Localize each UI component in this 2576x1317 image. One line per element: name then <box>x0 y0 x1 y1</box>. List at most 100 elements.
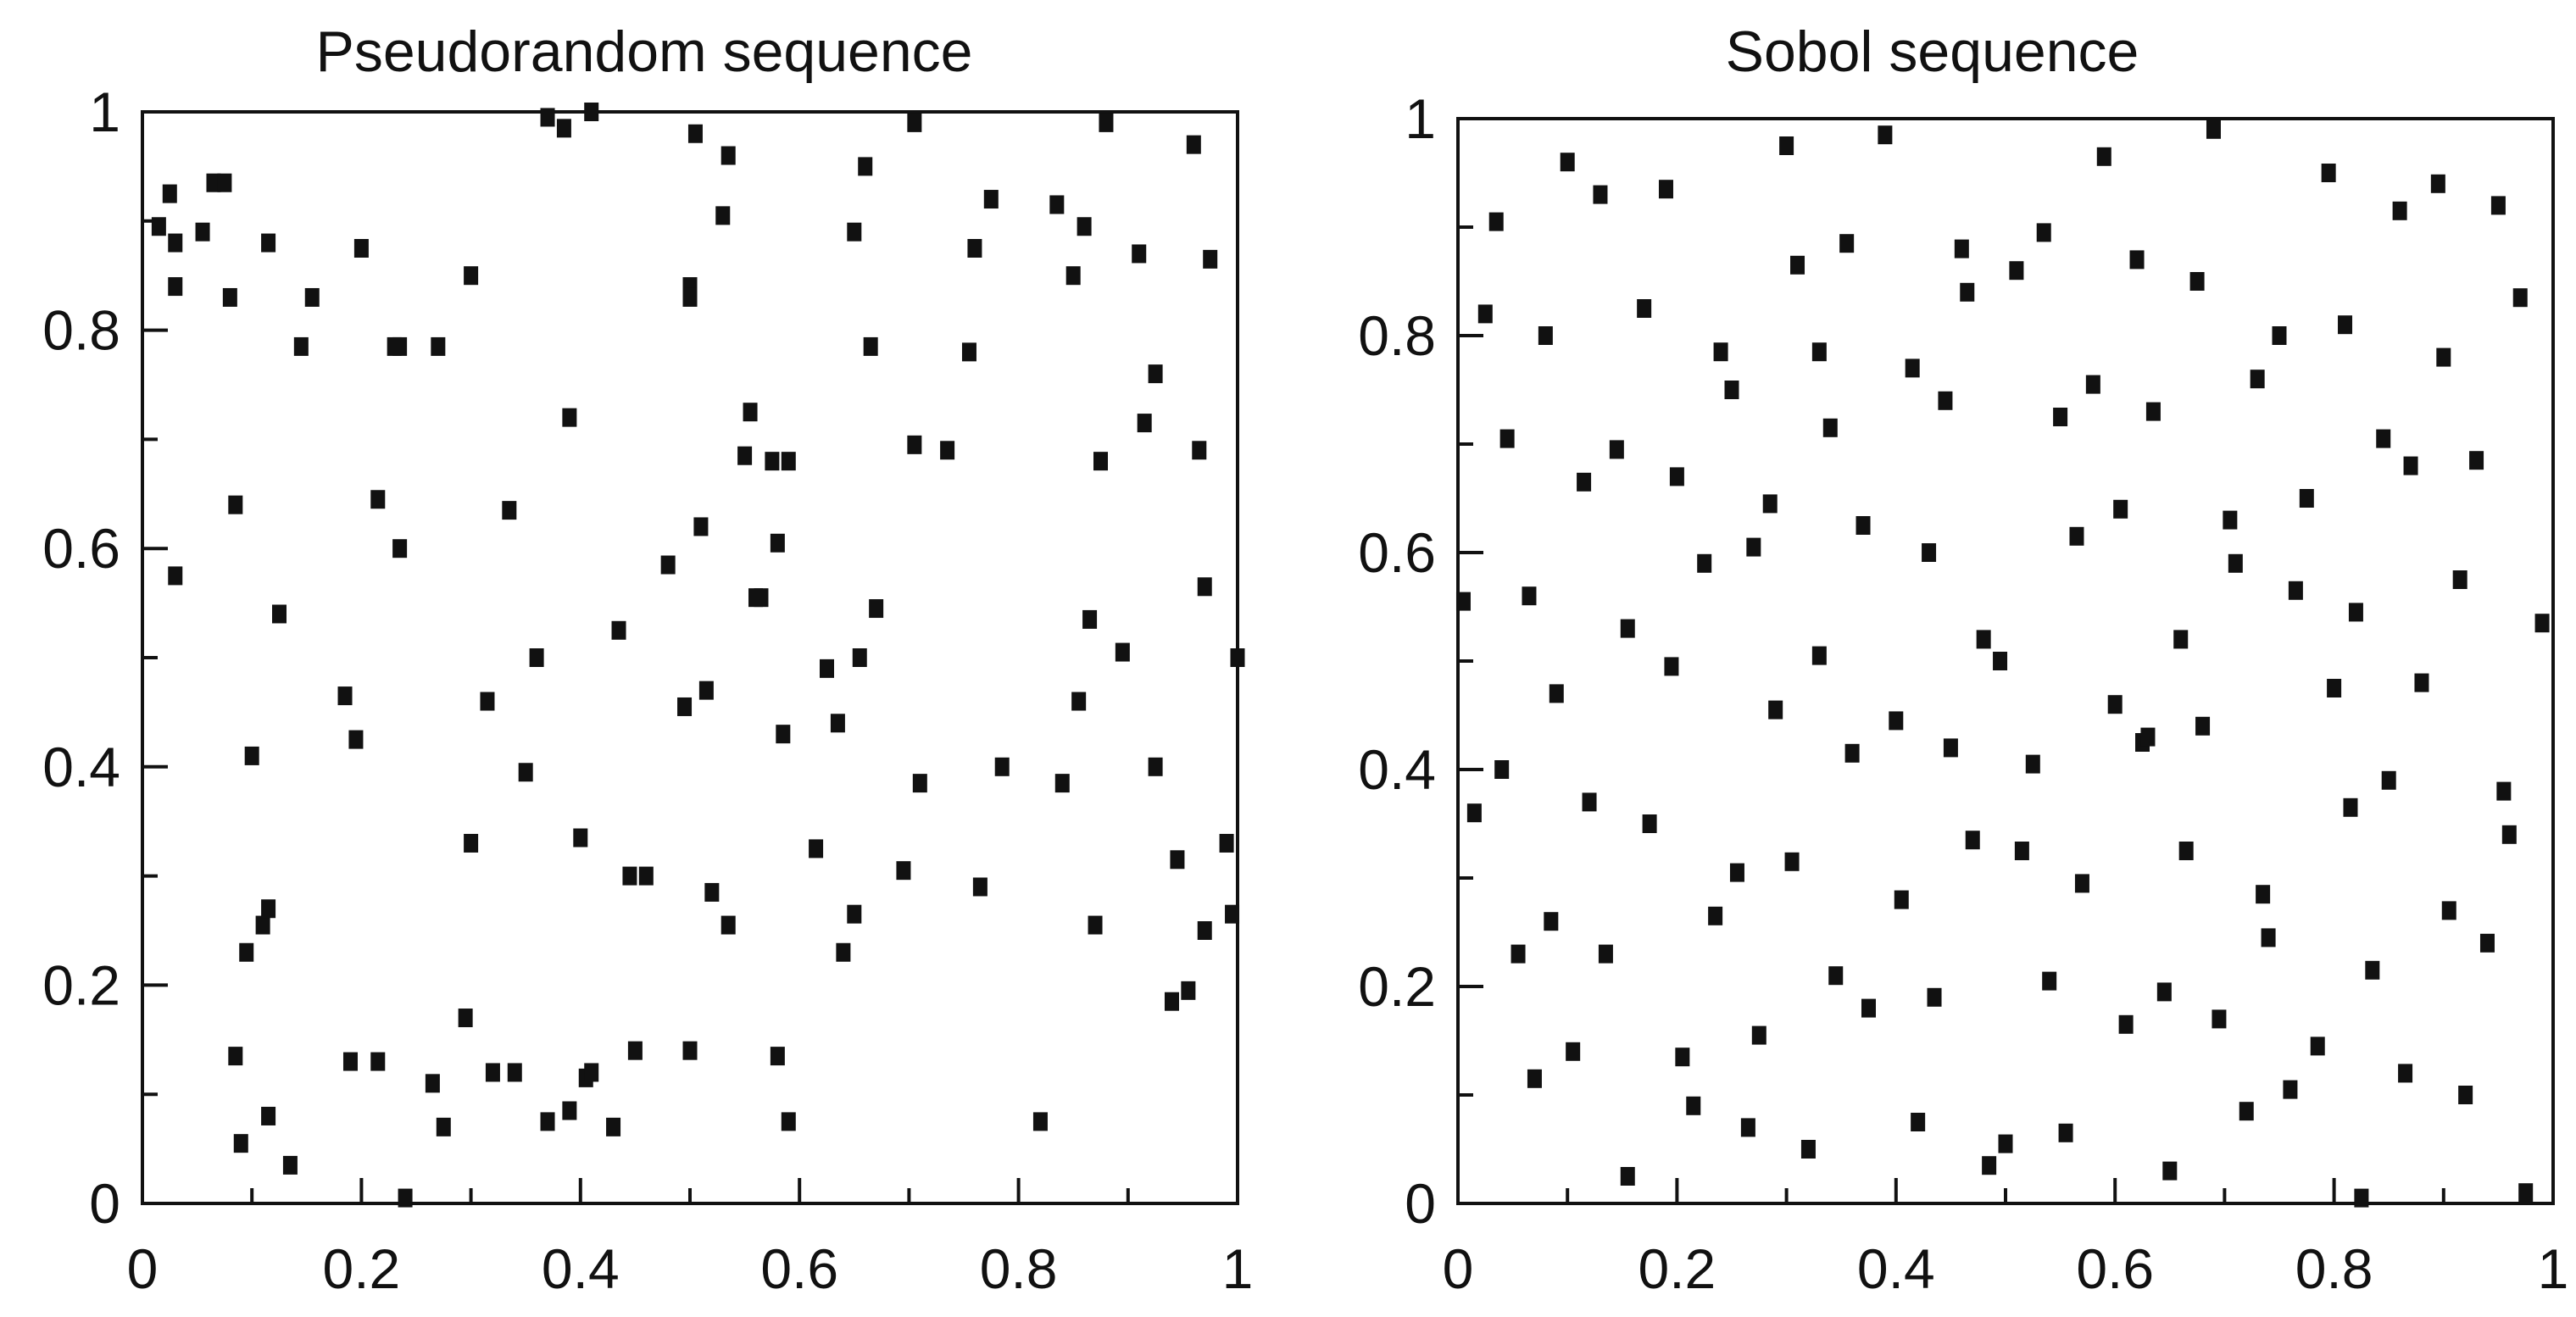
data-point <box>1800 1140 1816 1159</box>
data-point <box>660 555 676 575</box>
data-point <box>1148 364 1163 384</box>
data-point <box>1488 212 1504 231</box>
data-point <box>529 648 544 667</box>
data-point <box>1790 255 1805 275</box>
data-point <box>2140 727 2156 747</box>
chart-title: Sobol sequence <box>1725 19 2139 84</box>
data-point <box>1197 577 1212 597</box>
data-point <box>2256 885 2271 904</box>
data-point <box>1230 648 1245 667</box>
data-point <box>677 697 693 716</box>
data-point <box>611 620 626 640</box>
data-point <box>1965 831 1980 850</box>
data-point <box>507 1063 522 1082</box>
data-point <box>2195 716 2211 736</box>
data-point <box>556 119 571 138</box>
data-point <box>261 899 276 919</box>
data-point <box>168 277 183 297</box>
data-point <box>1855 516 1871 535</box>
data-point <box>2348 603 2363 622</box>
data-point <box>1938 391 1953 410</box>
data-point <box>1839 234 1855 253</box>
data-point <box>2228 553 2243 573</box>
data-point <box>480 692 495 711</box>
data-point <box>1609 440 1624 459</box>
data-point <box>1077 217 1092 236</box>
data-point <box>518 763 533 782</box>
y-tick-label: 0 <box>1405 1172 1436 1235</box>
data-point <box>2512 288 2528 308</box>
data-point <box>1538 326 1553 345</box>
data-point <box>392 539 408 558</box>
data-point <box>1889 711 1904 731</box>
data-point <box>1115 642 1130 662</box>
data-point <box>2145 402 2161 421</box>
y-tick-label: 0.2 <box>42 953 120 1016</box>
data-point <box>293 336 309 356</box>
data-point <box>2036 223 2051 242</box>
data-point <box>1878 125 1893 145</box>
y-tick-label: 0.4 <box>42 736 120 798</box>
data-point <box>858 157 873 176</box>
data-point <box>2283 1080 2298 1099</box>
data-point <box>1664 657 1679 676</box>
data-point <box>282 1155 298 1175</box>
data-point <box>1494 760 1510 779</box>
data-point <box>994 757 1010 776</box>
data-point <box>1544 912 1559 931</box>
data-point <box>1927 987 1942 1007</box>
data-point <box>1642 814 1657 833</box>
data-point <box>2479 933 2495 953</box>
data-point <box>830 714 845 733</box>
data-point <box>1894 890 1909 909</box>
data-point <box>2156 982 2172 1002</box>
data-point <box>1954 239 1969 258</box>
y-tick-label: 1 <box>89 81 120 143</box>
data-point <box>233 1134 248 1153</box>
data-point <box>907 435 922 454</box>
data-point <box>2365 960 2380 980</box>
data-point <box>392 336 408 356</box>
data-point <box>1511 944 1526 964</box>
data-point <box>1922 543 1937 562</box>
data-point <box>912 774 927 793</box>
data-point <box>2129 250 2145 270</box>
data-point <box>2212 1009 2227 1029</box>
data-point <box>261 1106 276 1125</box>
x-tick-label: 0.2 <box>323 1237 401 1300</box>
data-point <box>584 103 599 121</box>
data-point <box>272 604 287 624</box>
data-point <box>2118 1014 2134 1034</box>
data-point <box>502 501 517 520</box>
data-point <box>961 342 976 362</box>
data-point <box>2107 695 2123 714</box>
data-point <box>2206 119 2221 139</box>
data-point <box>2501 825 2517 844</box>
x-tick-label: 0 <box>1443 1237 1474 1300</box>
data-point <box>228 495 243 514</box>
chart-panel-pseudorandom: Pseudorandom sequence 0 0.2 0.4 0.6 0.8 1 0 0.2… <box>42 19 1254 1300</box>
data-point <box>1697 553 1712 573</box>
data-point <box>687 124 703 143</box>
data-point <box>2053 408 2068 426</box>
data-point <box>1577 472 1592 492</box>
data-point <box>1225 904 1240 924</box>
data-point <box>1499 429 1515 448</box>
y-tick-label: 0.6 <box>1358 521 1436 584</box>
data-point <box>2085 375 2100 394</box>
data-point <box>1976 630 1991 649</box>
data-point <box>983 190 999 209</box>
data-point <box>464 266 479 286</box>
x-tick-label: 1 <box>1222 1237 1254 1300</box>
data-point <box>1522 586 1537 606</box>
data-point <box>2074 874 2089 893</box>
data-point <box>540 1112 555 1131</box>
data-point <box>863 336 878 356</box>
data-point <box>573 828 588 847</box>
data-point <box>940 441 955 460</box>
data-point <box>2518 1183 2534 1203</box>
data-point <box>836 942 851 962</box>
data-point <box>1746 537 1761 557</box>
data-point <box>622 866 637 886</box>
data-point <box>1132 244 1147 264</box>
